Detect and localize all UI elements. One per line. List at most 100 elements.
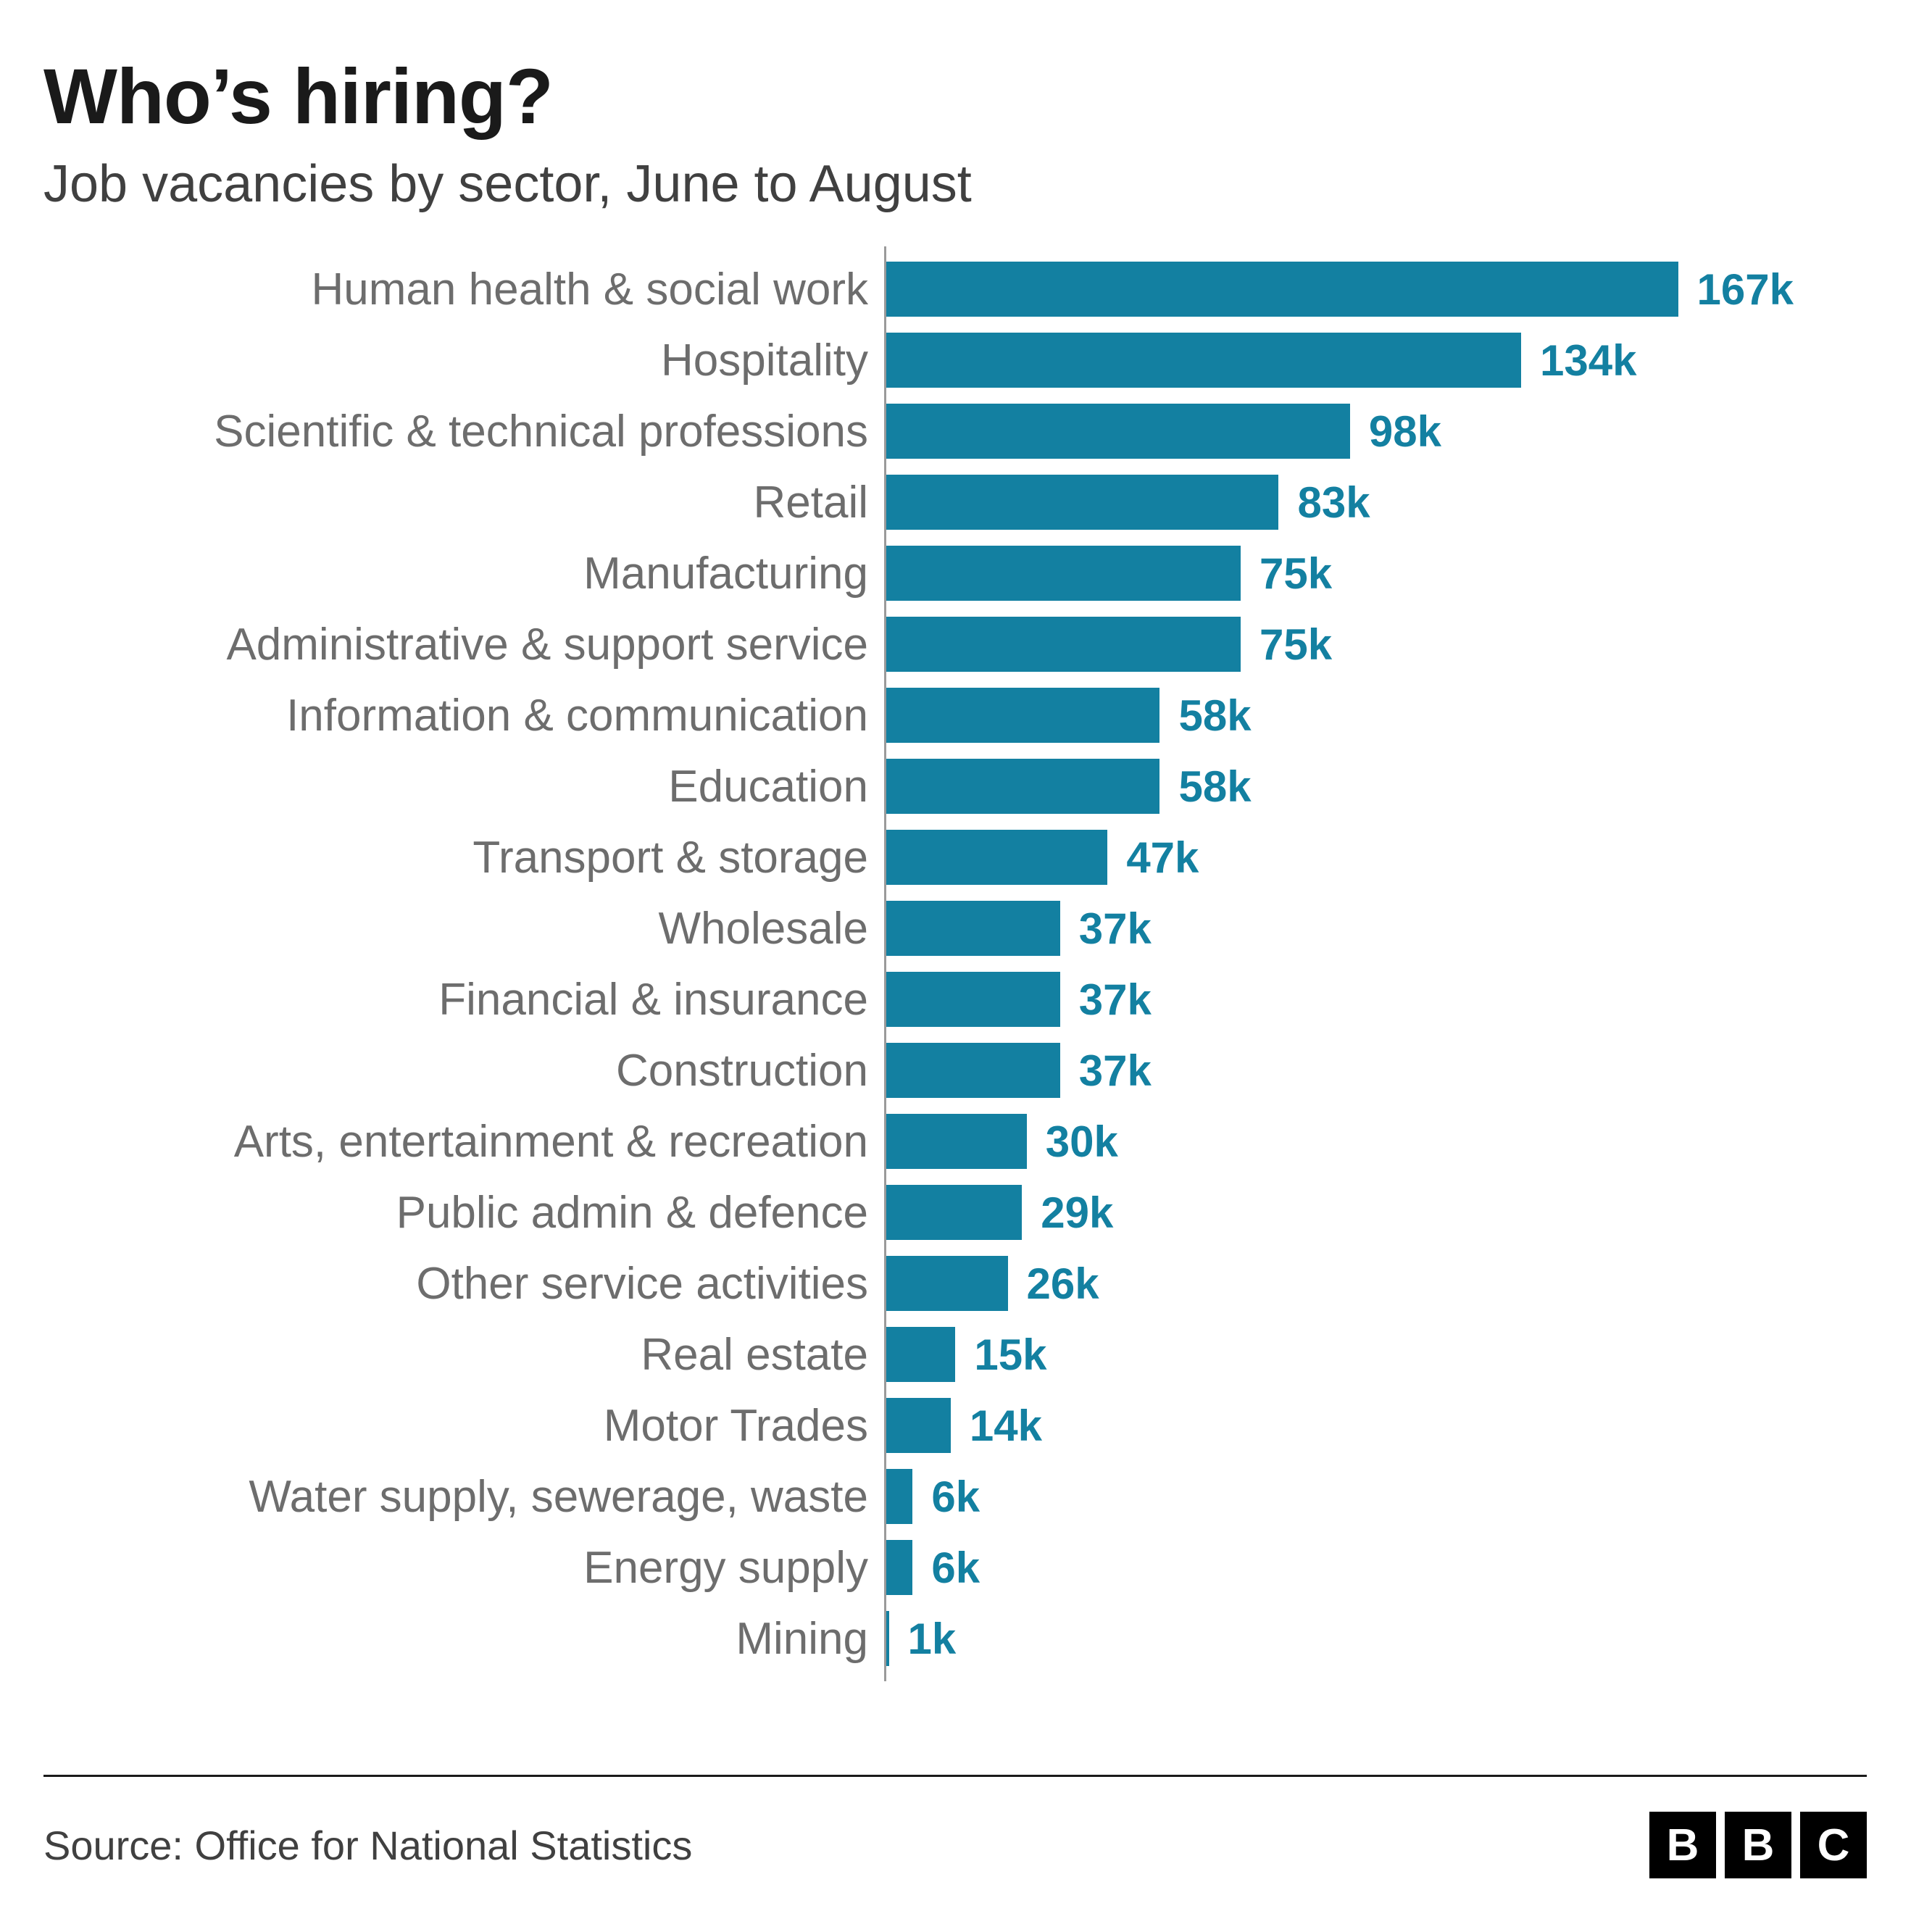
chart-row: Motor Trades 14k xyxy=(43,1390,1852,1461)
bar xyxy=(884,262,1678,317)
source-text: Source: Office for National Statistics xyxy=(43,1822,692,1869)
bar xyxy=(884,759,1159,814)
chart-row: Administrative & support service 75k xyxy=(43,609,1852,680)
bbc-logo-box: B xyxy=(1725,1812,1791,1878)
category-label: Public admin & defence xyxy=(43,1187,884,1238)
category-label: Administrative & support service xyxy=(43,619,884,670)
value-label: 29k xyxy=(1041,1188,1113,1238)
chart-row: Other service activities26k xyxy=(43,1248,1852,1319)
bar xyxy=(884,404,1350,459)
bbc-logo: BBC xyxy=(1649,1812,1867,1878)
bar xyxy=(884,1256,1008,1311)
value-label: 75k xyxy=(1259,549,1332,599)
bar xyxy=(884,972,1060,1027)
value-label: 134k xyxy=(1540,336,1636,386)
category-label: Education xyxy=(43,761,884,812)
bar-cell: 58k xyxy=(884,751,1852,822)
value-label: 83k xyxy=(1297,478,1370,528)
bar-chart: Human health & social work167kHospitalit… xyxy=(43,254,1867,1746)
category-label: Human health & social work xyxy=(43,264,884,315)
category-label: Information & communication xyxy=(43,690,884,741)
bar-cell: 167k xyxy=(884,254,1852,325)
value-label: 26k xyxy=(1027,1259,1099,1309)
value-label: 47k xyxy=(1126,833,1199,883)
bar-cell: 29k xyxy=(884,1177,1852,1248)
bar-cell: 6k xyxy=(884,1461,1852,1532)
category-label: Financial & insurance xyxy=(43,974,884,1025)
category-label: Transport & storage xyxy=(43,832,884,883)
value-label: 6k xyxy=(931,1543,980,1593)
chart-row: Real estate 15k xyxy=(43,1319,1852,1390)
chart-row: Wholesale 37k xyxy=(43,893,1852,964)
chart-row: Human health & social work167k xyxy=(43,254,1852,325)
bar-cell: 47k xyxy=(884,822,1852,893)
chart-row: Water supply, sewerage, waste 6k xyxy=(43,1461,1852,1532)
bar-cell: 75k xyxy=(884,609,1852,680)
bar xyxy=(884,1114,1027,1169)
chart-row: Scientific & technical professions 98k xyxy=(43,396,1852,467)
bar xyxy=(884,1540,912,1595)
value-label: 30k xyxy=(1046,1117,1118,1167)
bar-cell: 134k xyxy=(884,325,1852,396)
category-label: Construction xyxy=(43,1045,884,1096)
bar xyxy=(884,1185,1022,1240)
bar xyxy=(884,830,1107,885)
bar-cell: 83k xyxy=(884,467,1852,538)
bar-cell: 98k xyxy=(884,396,1852,467)
bar xyxy=(884,617,1241,672)
chart-row: Energy supply 6k xyxy=(43,1532,1852,1603)
category-label: Water supply, sewerage, waste xyxy=(43,1471,884,1523)
bbc-logo-box: C xyxy=(1800,1812,1867,1878)
value-label: 37k xyxy=(1079,904,1152,954)
bar-cell: 1k xyxy=(884,1603,1852,1674)
value-label: 6k xyxy=(931,1472,980,1522)
value-label: 98k xyxy=(1369,407,1441,457)
bar xyxy=(884,688,1159,743)
chart-row: Transport & storage 47k xyxy=(43,822,1852,893)
value-label: 75k xyxy=(1259,620,1332,670)
bar-cell: 14k xyxy=(884,1390,1852,1461)
value-label: 58k xyxy=(1178,762,1251,812)
category-label: Real estate xyxy=(43,1329,884,1381)
chart-container: Who’s hiring? Job vacancies by sector, J… xyxy=(0,0,1932,1932)
category-label: Motor Trades xyxy=(43,1400,884,1452)
bar xyxy=(884,475,1278,530)
chart-row: Manufacturing 75k xyxy=(43,538,1852,609)
chart-row: Information & communication 58k xyxy=(43,680,1852,751)
chart-subtitle: Job vacancies by sector, June to August xyxy=(43,154,1867,214)
value-label: 15k xyxy=(974,1330,1046,1380)
category-label: Energy supply xyxy=(43,1542,884,1594)
chart-row: Mining1k xyxy=(43,1603,1852,1674)
bbc-logo-box: B xyxy=(1649,1812,1716,1878)
bar-cell: 37k xyxy=(884,964,1852,1035)
category-label: Wholesale xyxy=(43,903,884,954)
chart-row: Education 58k xyxy=(43,751,1852,822)
category-label: Retail xyxy=(43,477,884,528)
y-axis-line xyxy=(884,1596,886,1681)
bar xyxy=(884,546,1241,601)
bar-cell: 6k xyxy=(884,1532,1852,1603)
value-label: 14k xyxy=(970,1401,1042,1451)
bar-cell: 15k xyxy=(884,1319,1852,1390)
category-label: Arts, entertainment & recreation xyxy=(43,1116,884,1167)
category-label: Manufacturing xyxy=(43,548,884,599)
category-label: Hospitality xyxy=(43,335,884,386)
category-label: Scientific & technical professions xyxy=(43,406,884,457)
bar-cell: 58k xyxy=(884,680,1852,751)
value-label: 58k xyxy=(1178,691,1251,741)
chart-row: Arts, entertainment & recreation 30k xyxy=(43,1106,1852,1177)
chart-title: Who’s hiring? xyxy=(43,51,1867,141)
category-label: Mining xyxy=(43,1613,884,1665)
bar-cell: 30k xyxy=(884,1106,1852,1177)
bar-cell: 37k xyxy=(884,1035,1852,1106)
chart-row: Public admin & defence 29k xyxy=(43,1177,1852,1248)
bar xyxy=(884,333,1521,388)
bar-cell: 26k xyxy=(884,1248,1852,1319)
bar xyxy=(884,1043,1060,1098)
chart-row: Construction37k xyxy=(43,1035,1852,1106)
bar xyxy=(884,1398,951,1453)
chart-footer: Source: Office for National Statistics B… xyxy=(43,1775,1867,1889)
bar-cell: 37k xyxy=(884,893,1852,964)
chart-row: Financial & insurance37k xyxy=(43,964,1852,1035)
bar-cell: 75k xyxy=(884,538,1852,609)
